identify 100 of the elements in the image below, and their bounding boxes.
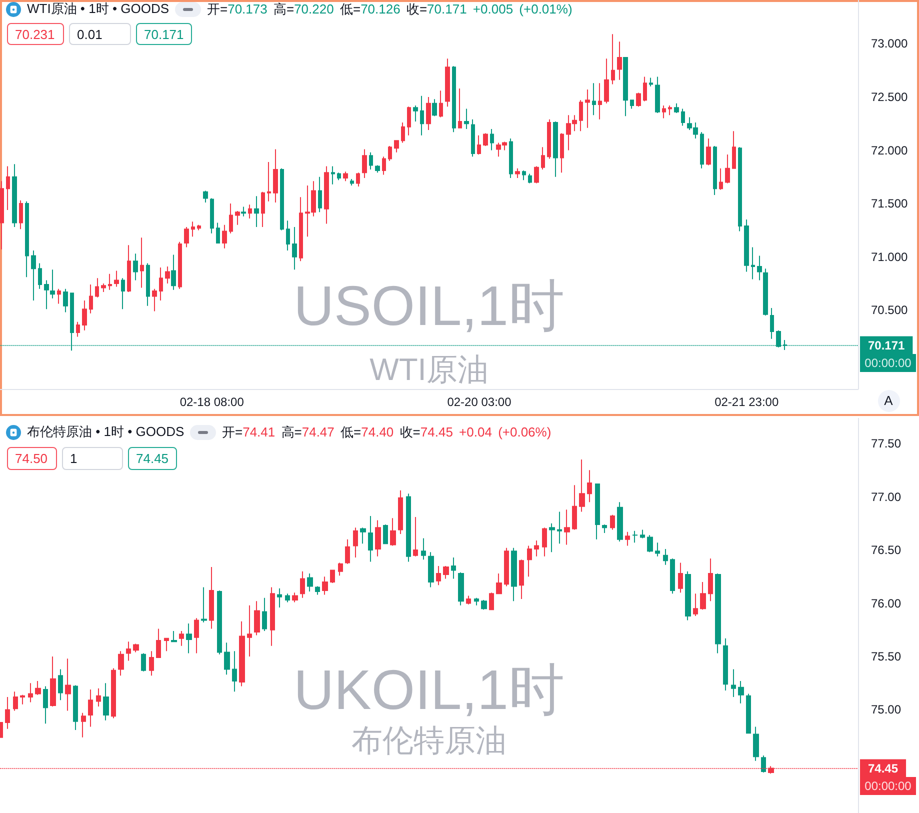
candlestick <box>89 284 93 314</box>
candlestick <box>564 509 570 546</box>
y-tick-label: 76.00 <box>871 596 902 610</box>
input-field: 1 <box>62 447 123 470</box>
candlestick <box>390 518 396 546</box>
candlestick <box>464 108 469 130</box>
candlestick <box>598 82 602 120</box>
candlestick <box>490 128 494 151</box>
candlestick <box>101 282 106 293</box>
candlestick <box>111 668 116 719</box>
candlestick <box>235 210 240 226</box>
candlestick <box>572 484 577 530</box>
candlestick <box>315 586 320 596</box>
candlestick <box>38 262 42 290</box>
candlestick <box>277 588 282 608</box>
candlestick <box>267 161 271 202</box>
candlestick <box>585 89 590 128</box>
candlestick <box>292 226 297 270</box>
candlestick <box>58 668 63 701</box>
candlestick <box>239 620 245 687</box>
candlestick <box>140 237 144 288</box>
candlestick <box>489 592 494 610</box>
input-field: 0.01 <box>69 23 131 45</box>
candlestick <box>655 542 660 557</box>
candlestick <box>141 652 146 672</box>
candlestick <box>121 278 125 310</box>
candlestick <box>229 203 233 234</box>
candlestick <box>515 168 520 178</box>
candlestick <box>715 572 721 654</box>
candlestick <box>44 280 49 310</box>
annotation: 1 <box>70 451 78 466</box>
candlestick <box>398 490 403 535</box>
annotation: 0.01 <box>77 26 102 42</box>
candlestick <box>474 597 479 606</box>
candlestick <box>197 224 201 231</box>
ref-line-label: 74.45 <box>868 761 898 776</box>
candlestick <box>632 530 638 544</box>
annotation: 70.231 <box>15 26 55 42</box>
x-tick-label: 02-20 03:00 <box>447 395 512 409</box>
candlestick <box>152 288 157 312</box>
candlestick <box>617 41 622 80</box>
candlestick <box>719 168 723 190</box>
candlestick <box>96 688 101 708</box>
candlestick <box>209 566 214 630</box>
candlestick <box>31 250 36 302</box>
candlestick <box>337 172 341 181</box>
text: 00:00:00 <box>860 777 916 796</box>
candlestick <box>534 540 539 557</box>
candlestick <box>164 638 169 652</box>
candlestick <box>375 520 381 557</box>
candlestick <box>146 262 150 306</box>
candlestick <box>300 570 305 598</box>
candlestick <box>232 650 237 692</box>
candlestick <box>369 152 373 170</box>
candlestick <box>761 755 766 774</box>
candlestick <box>285 593 290 603</box>
candlestick <box>426 96 431 131</box>
candlestick <box>401 122 405 144</box>
candlestick <box>406 493 411 562</box>
candlestick <box>201 586 207 623</box>
candlestick <box>114 270 119 288</box>
candlestick <box>63 288 68 313</box>
candlestick <box>356 172 360 188</box>
candlestick <box>458 88 462 128</box>
text: 开=74.41 高=74.47 低=74.40 收=74.45 +0.04 (+0.06%) <box>222 424 552 440</box>
candlestick <box>770 308 774 340</box>
candlestick <box>732 130 736 169</box>
candlestick <box>466 595 471 605</box>
candlestick <box>763 268 768 316</box>
candlestick <box>647 534 653 553</box>
candlestick <box>331 166 335 185</box>
candlestick <box>610 514 615 530</box>
candlestick <box>693 593 698 617</box>
candlestick <box>738 146 742 232</box>
chart-title: WTI原油 • 1时 • GOODS <box>27 0 169 18</box>
annotation: WTI原油 <box>368 352 490 386</box>
x-tick-label: 02-18 08:00 <box>180 395 244 409</box>
candlestick <box>534 166 539 184</box>
candlestick <box>350 178 354 186</box>
candlestick <box>191 221 195 238</box>
candlestick <box>82 300 87 331</box>
candlestick <box>73 684 78 730</box>
candlestick <box>6 166 10 210</box>
candlestick <box>623 57 628 117</box>
y-tick-label: 75.50 <box>871 649 902 664</box>
candlestick <box>723 638 728 692</box>
candlestick <box>519 559 524 600</box>
candlestick <box>744 219 749 272</box>
candlestick <box>746 693 751 734</box>
candlestick <box>338 562 343 576</box>
candlestick <box>587 470 592 503</box>
candlestick <box>318 176 322 213</box>
candlestick <box>527 545 532 578</box>
candlestick <box>452 66 456 133</box>
candlestick <box>156 628 161 658</box>
candlestick <box>12 164 17 228</box>
candlestick <box>216 222 220 244</box>
candlestick <box>362 148 367 178</box>
y-tick-label: 77.50 <box>871 436 902 451</box>
y-tick-label: 71.500 <box>871 196 908 211</box>
